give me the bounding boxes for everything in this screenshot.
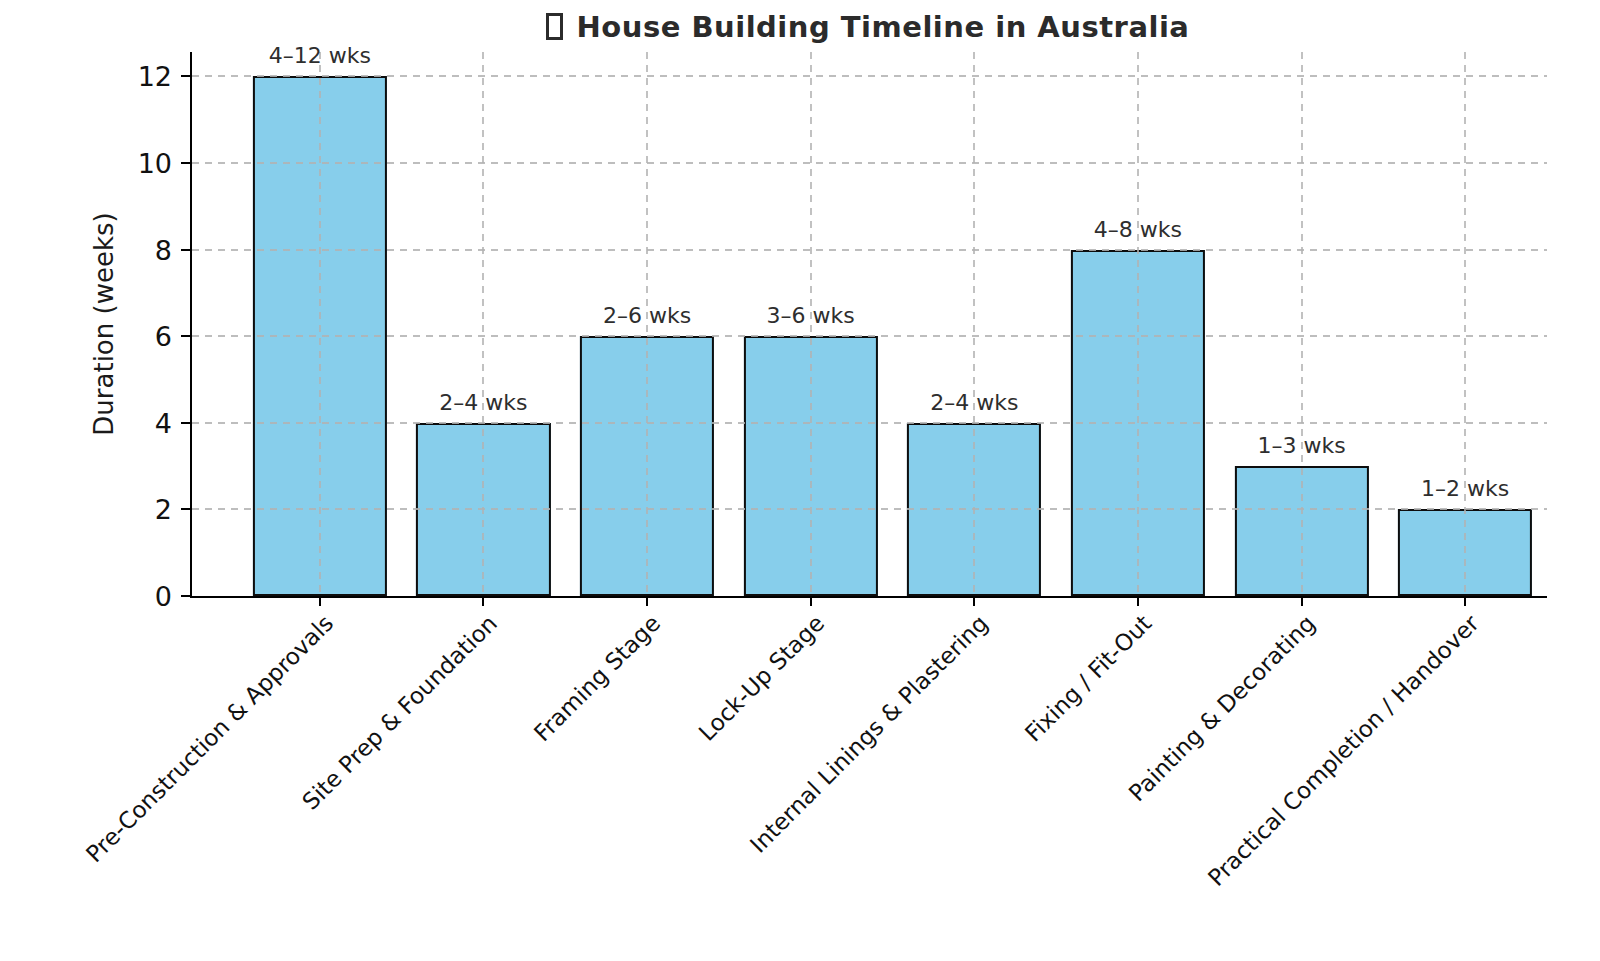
- x-tick-mark: [810, 598, 812, 606]
- x-tick-label: Painting & Decorating: [1124, 610, 1320, 806]
- bar-value-label: 4–8 wks: [1094, 217, 1182, 242]
- bar-column: 1–2 wksPractical Completion / Handover: [1383, 52, 1547, 596]
- x-tick-label: Practical Completion / Handover: [1203, 610, 1484, 891]
- y-tick-label: 10: [138, 148, 172, 179]
- x-tick-label: Lock-Up Stage: [693, 610, 829, 746]
- x-tick-label: Fixing / Fit-Out: [1020, 610, 1157, 747]
- y-tick-label: 12: [138, 61, 172, 92]
- x-tick-mark: [646, 598, 648, 606]
- bar-value-label: 4–12 wks: [269, 43, 371, 68]
- plot-area: 4–12 wksPre-Construction & Approvals2–4 …: [190, 52, 1547, 598]
- y-tick-label: 4: [155, 407, 172, 438]
- chart-title-text: House Building Timeline in Australia: [577, 10, 1190, 44]
- bar-value-label: 1–2 wks: [1421, 476, 1509, 501]
- y-axis-label: Duration (weeks): [89, 212, 119, 435]
- bar-column: 3–6 wksLock-Up Stage: [729, 52, 893, 596]
- bar-value-label: 2–6 wks: [603, 303, 691, 328]
- x-tick-label: Site Prep & Foundation: [297, 610, 502, 815]
- bar: [1234, 466, 1368, 596]
- x-tick-mark: [319, 598, 321, 606]
- y-tick-label: 6: [155, 321, 172, 352]
- bar-column: 2–4 wksSite Prep & Foundation: [402, 52, 566, 596]
- x-tick-label: Framing Stage: [529, 610, 665, 746]
- y-tick-mark: [181, 508, 190, 510]
- bar: [1071, 250, 1205, 596]
- y-tick-mark: [181, 335, 190, 337]
- x-tick-mark: [1464, 598, 1466, 606]
- missing-emoji-box-icon: [546, 13, 563, 40]
- bar-value-label: 2–4 wks: [930, 390, 1018, 415]
- y-tick-label: 8: [155, 234, 172, 265]
- bar-column: 2–4 wksInternal Linings & Plastering: [893, 52, 1057, 596]
- bar: [253, 76, 387, 596]
- x-tick-label: Pre-Construction & Approvals: [81, 610, 338, 867]
- chart-title: House Building Timeline in Australia: [190, 10, 1545, 44]
- x-tick-mark: [1137, 598, 1139, 606]
- y-tick-mark: [181, 595, 190, 597]
- bar: [1398, 509, 1532, 596]
- bar: [907, 423, 1041, 596]
- bar-column: 4–8 wksFixing / Fit-Out: [1056, 52, 1220, 596]
- y-tick-mark: [181, 162, 190, 164]
- bar-value-label: 3–6 wks: [767, 303, 855, 328]
- bar-column: 2–6 wksFraming Stage: [565, 52, 729, 596]
- y-tick-label: 0: [155, 581, 172, 612]
- x-tick-mark: [973, 598, 975, 606]
- bar-column: 4–12 wksPre-Construction & Approvals: [238, 52, 402, 596]
- y-tick-label: 2: [155, 494, 172, 525]
- bar: [416, 423, 550, 596]
- bar: [580, 336, 714, 596]
- bars-row: 4–12 wksPre-Construction & Approvals2–4 …: [238, 52, 1547, 596]
- x-tick-mark: [1301, 598, 1303, 606]
- bar-value-label: 2–4 wks: [439, 390, 527, 415]
- x-tick-mark: [482, 598, 484, 606]
- chart-figure: House Building Timeline in Australia Dur…: [0, 0, 1600, 961]
- y-tick-mark: [181, 422, 190, 424]
- y-tick-mark: [181, 75, 190, 77]
- bar-value-label: 1–3 wks: [1257, 433, 1345, 458]
- bar-column: 1–3 wksPainting & Decorating: [1220, 52, 1384, 596]
- y-tick-mark: [181, 249, 190, 251]
- bar: [744, 336, 878, 596]
